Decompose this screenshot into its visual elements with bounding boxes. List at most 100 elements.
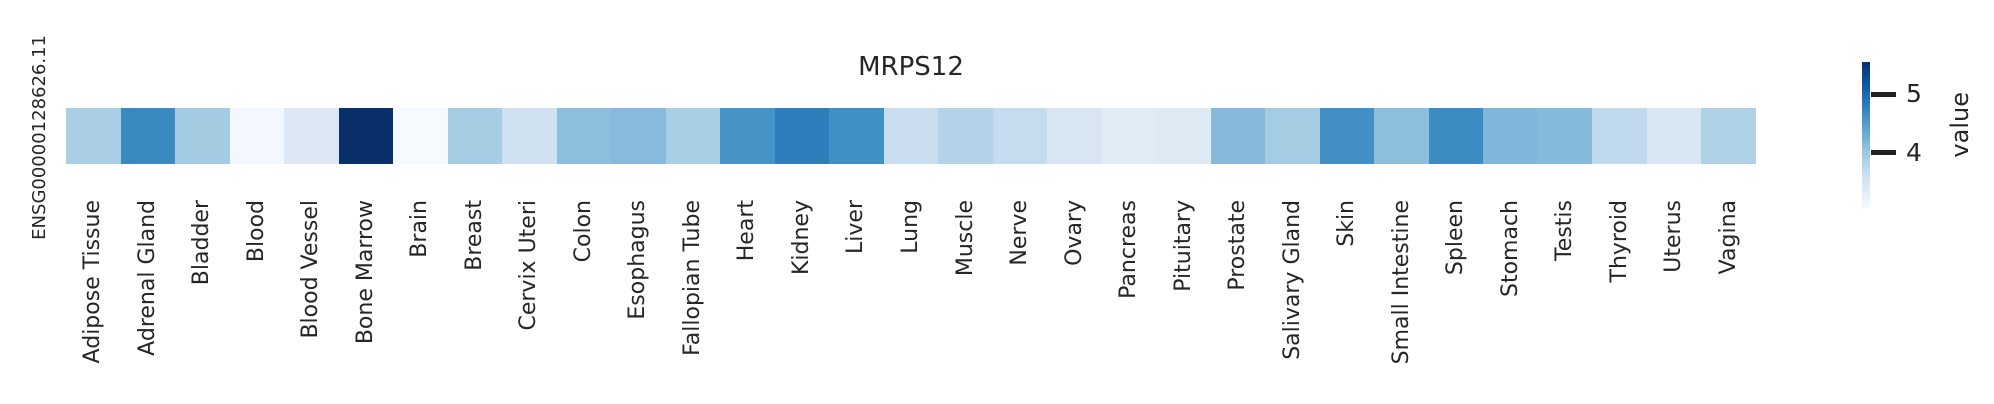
x-tick-label: Nerve [1007, 200, 1033, 266]
x-tick-label: Kidney [788, 200, 814, 276]
x-tick-label: Spleen [1443, 200, 1469, 276]
heatmap-cell [1646, 108, 1702, 164]
heatmap-cell [1592, 108, 1647, 164]
y-axis-row-label: ENSG00000128626.11 [29, 35, 50, 240]
x-tick-label: Prostate [1225, 200, 1251, 291]
x-tick-label: Stomach [1497, 200, 1523, 298]
x-tick: Breast [448, 200, 503, 404]
x-tick-label: Skin [1334, 200, 1360, 247]
heatmap-cell [502, 108, 557, 164]
heatmap-cell [829, 108, 884, 164]
x-tick-label: Vagina [1715, 200, 1741, 275]
heatmap-cell [447, 108, 503, 164]
x-tick: Ovary [1047, 200, 1102, 404]
x-tick-label: Thyroid [1606, 200, 1632, 283]
heatmap-cell [66, 108, 121, 164]
x-tick: Nerve [993, 200, 1048, 404]
x-tick: Heart [720, 200, 775, 404]
x-tick-label: Esophagus [625, 200, 651, 320]
x-tick: Bone Marrow [339, 200, 394, 404]
x-tick: Lung [884, 200, 939, 404]
x-tick: Stomach [1483, 200, 1538, 404]
x-tick-label: Lung [897, 200, 923, 254]
x-tick-label: Fallopian Tube [679, 200, 705, 356]
colorbar-tick-label: 4 [1906, 138, 1922, 167]
heatmap-cell [1374, 108, 1429, 164]
x-tick: Adipose Tissue [66, 200, 121, 404]
heatmap-cell [1101, 108, 1157, 164]
heatmap-cell [1537, 108, 1593, 164]
x-tick: Salivary Gland [1265, 200, 1320, 404]
x-tick: Pituitary [1156, 200, 1211, 404]
heatmap-cell [1047, 108, 1102, 164]
x-tick: Spleen [1429, 200, 1484, 404]
heatmap-cell [1319, 108, 1375, 164]
heatmap-cell [1483, 108, 1538, 164]
x-tick-label: Ovary [1061, 200, 1087, 266]
x-tick: Liver [829, 200, 884, 404]
x-tick-label: Heart [734, 200, 760, 262]
x-tick: Fallopian Tube [666, 200, 721, 404]
heatmap-cell [284, 108, 339, 164]
x-tick: Colon [557, 200, 612, 404]
heatmap-cell [992, 108, 1048, 164]
x-tick: Adrenal Gland [121, 200, 176, 404]
heatmap-cell [229, 108, 285, 164]
chart-title: MRPS12 [858, 52, 964, 82]
x-tick-label: Adrenal Gland [134, 200, 160, 356]
x-tick: Blood Vessel [284, 200, 339, 404]
heatmap-cell [883, 108, 939, 164]
x-tick-label: Blood [243, 200, 269, 263]
heatmap-row [66, 108, 1756, 164]
x-tick: Muscle [938, 200, 993, 404]
x-tick-label: Pancreas [1116, 200, 1142, 299]
heatmap-cell [1265, 108, 1320, 164]
x-tick: Skin [1320, 200, 1375, 404]
x-tick-label: Blood Vessel [298, 200, 324, 339]
x-tick-label: Pituitary [1170, 200, 1196, 292]
heatmap-cell [1701, 108, 1756, 164]
x-tick: Vagina [1701, 200, 1756, 404]
x-tick-label: Small Intestine [1388, 200, 1414, 365]
colorbar-tick-mark [1871, 150, 1896, 155]
x-tick: Kidney [775, 200, 830, 404]
heatmap-cell [720, 108, 775, 164]
x-tick: Prostate [1211, 200, 1266, 404]
x-tick-label: Bladder [189, 200, 215, 286]
x-tick: Esophagus [611, 200, 666, 404]
x-tick: Small Intestine [1374, 200, 1429, 404]
x-tick-label: Bone Marrow [352, 200, 378, 345]
heatmap-cell [393, 108, 448, 164]
x-tick: Uterus [1647, 200, 1702, 404]
x-tick: Brain [393, 200, 448, 404]
heatmap-cell [774, 108, 830, 164]
x-tick-label: Colon [570, 200, 596, 263]
x-tick: Blood [230, 200, 285, 404]
x-tick-label: Uterus [1661, 200, 1687, 273]
heatmap-cell [175, 108, 230, 164]
heatmap-cell [1156, 108, 1211, 164]
x-tick-label: Muscle [952, 200, 978, 277]
x-tick: Thyroid [1592, 200, 1647, 404]
heatmap-cell [556, 108, 612, 164]
x-tick-label: Testis [1552, 200, 1578, 261]
colorbar-tick-mark [1871, 92, 1896, 97]
x-tick: Pancreas [1102, 200, 1157, 404]
x-tick-label: Liver [843, 200, 869, 254]
x-tick-label: Cervix Uteri [516, 200, 542, 331]
colorbar-axis-label: value [1946, 92, 1974, 158]
x-tick: Testis [1538, 200, 1593, 404]
heatmap-cell [938, 108, 993, 164]
x-tick-label: Breast [461, 200, 487, 271]
heatmap-cell [665, 108, 721, 164]
heatmap-cell [120, 108, 176, 164]
x-tick-label: Salivary Gland [1279, 200, 1305, 360]
x-tick: Bladder [175, 200, 230, 404]
x-tick: Cervix Uteri [502, 200, 557, 404]
x-tick-label: Adipose Tissue [80, 200, 106, 364]
heatmap-cell [1428, 108, 1484, 164]
colorbar-gradient [1862, 62, 1870, 208]
colorbar-tick-label: 5 [1906, 79, 1922, 108]
heatmap-cell [338, 108, 394, 164]
